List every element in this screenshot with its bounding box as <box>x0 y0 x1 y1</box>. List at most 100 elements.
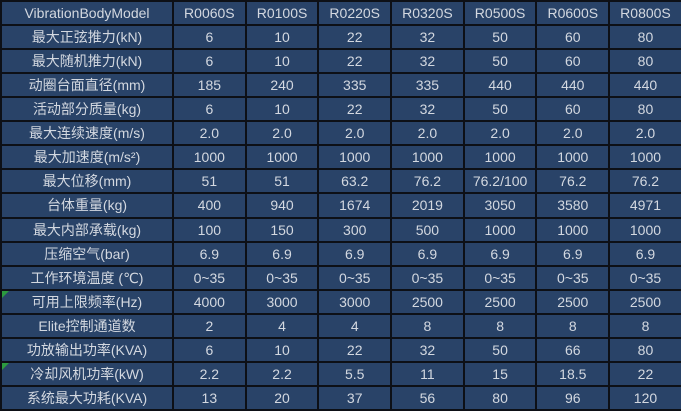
spec-value-cell: 440 <box>462 72 538 99</box>
model-column-header: R0060S <box>172 0 247 26</box>
spec-value-cell: 37 <box>317 384 393 411</box>
spec-value-cell: 2 <box>172 312 247 339</box>
spec-value-cell: 76.2/100 <box>462 168 538 195</box>
table-row: 最大位移(mm) 51 51 63.2 76.2 76.2/100 76.2 76.2 <box>0 168 681 195</box>
table-row: 功放输出功率(KVA) 6 10 22 32 50 66 80 <box>0 336 681 363</box>
spec-value-cell: 2.0 <box>244 120 320 147</box>
comment-flag-icon <box>3 291 9 298</box>
spec-value-cell: 335 <box>390 72 465 99</box>
spec-value-cell: 22 <box>317 23 393 51</box>
table-row: 最大随机推力(kN) 6 10 22 32 50 60 80 <box>0 48 681 75</box>
spec-value-cell: 2.0 <box>462 120 538 147</box>
spec-value-cell: 80 <box>608 48 681 75</box>
spec-value-cell: 96 <box>535 384 611 411</box>
model-column-header: R0100S <box>244 0 320 26</box>
spec-value-cell: 1000 <box>608 144 681 171</box>
spec-value-cell: 32 <box>390 23 465 51</box>
spec-value-cell: 0~35 <box>317 264 393 291</box>
spec-value-cell: 32 <box>390 336 465 363</box>
spec-value-cell: 440 <box>535 72 611 99</box>
model-column-header: R0600S <box>535 0 611 26</box>
model-column-header: R0220S <box>317 0 393 26</box>
table-row: 冷却风机功率(kW) 2.2 2.2 5.5 11 15 18.5 22 <box>0 360 681 387</box>
model-column-header: R0500S <box>462 0 538 26</box>
spec-value-cell: 6 <box>172 23 247 51</box>
spec-value-cell: 2500 <box>535 288 611 315</box>
spec-value-cell: 50 <box>462 48 538 75</box>
spec-value-cell: 1000 <box>462 216 538 243</box>
spec-value-cell: 13 <box>172 384 247 411</box>
row-label: 最大连续速度(m/s) <box>0 120 174 147</box>
row-label: 最大随机推力(kN) <box>0 48 174 75</box>
row-label: 最大正弦推力(kN) <box>0 23 174 51</box>
row-label: 压缩空气(bar) <box>0 240 174 267</box>
spec-value-cell: 11 <box>390 360 465 387</box>
spec-value-cell: 2500 <box>390 288 465 315</box>
spec-value-cell: 63.2 <box>317 168 393 195</box>
spec-value-cell: 56 <box>390 384 465 411</box>
comment-flag-icon <box>3 363 9 370</box>
spec-value-cell: 1000 <box>390 144 465 171</box>
row-label: 最大加速度(m/s²) <box>0 144 174 171</box>
spec-value-cell: 10 <box>244 96 320 123</box>
spec-table-body: 最大正弦推力(kN) 6 10 22 32 50 60 80 最大随机推力(kN) 6 10 22 32… <box>0 23 681 411</box>
row-label: 冷却风机功率(kW) <box>0 360 174 387</box>
spec-value-cell: 6.9 <box>535 240 611 267</box>
row-label: Elite控制通道数 <box>0 312 174 339</box>
spec-value-cell: 185 <box>172 72 247 99</box>
spec-value-cell: 4 <box>244 312 320 339</box>
spec-value-cell: 1000 <box>317 144 393 171</box>
spec-value-cell: 2.0 <box>317 120 393 147</box>
spec-value-cell: 1000 <box>535 216 611 243</box>
spec-value-cell: 4000 <box>172 288 247 315</box>
spec-value-cell: 4 <box>317 312 393 339</box>
spec-value-cell: 1674 <box>317 192 393 219</box>
spec-value-cell: 6 <box>172 48 247 75</box>
spec-value-cell: 22 <box>608 360 681 387</box>
spec-value-cell: 5.5 <box>317 360 393 387</box>
spec-value-cell: 2.0 <box>535 120 611 147</box>
spec-value-cell: 60 <box>535 48 611 75</box>
spec-value-cell: 2.0 <box>390 120 465 147</box>
row-label: 台体重量(kg) <box>0 192 174 219</box>
spec-value-cell: 6 <box>172 96 247 123</box>
spec-value-cell: 8 <box>462 312 538 339</box>
spec-value-cell: 2.2 <box>244 360 320 387</box>
spec-value-cell: 18.5 <box>535 360 611 387</box>
row-label: 活动部分质量(kg) <box>0 96 174 123</box>
spec-value-cell: 80 <box>608 336 681 363</box>
spec-value-cell: 8 <box>390 312 465 339</box>
spec-value-cell: 80 <box>462 384 538 411</box>
spec-value-cell: 2019 <box>390 192 465 219</box>
spec-value-cell: 240 <box>244 72 320 99</box>
spec-value-cell: 32 <box>390 96 465 123</box>
spec-value-cell: 3000 <box>317 288 393 315</box>
model-column-header: R0800S <box>608 0 681 26</box>
row-label: 功放输出功率(KVA) <box>0 336 174 363</box>
spec-value-cell: 1000 <box>462 144 538 171</box>
spec-value-cell: 300 <box>317 216 393 243</box>
spec-value-cell: 0~35 <box>608 264 681 291</box>
spec-value-cell: 1000 <box>608 216 681 243</box>
table-row: 动圈台面直径(mm) 185 240 335 335 440 440 440 <box>0 72 681 99</box>
table-row: 最大加速度(m/s²) 1000 1000 1000 1000 1000 1000 1000 <box>0 144 681 171</box>
spec-value-cell: 100 <box>172 216 247 243</box>
spec-value-cell: 50 <box>462 96 538 123</box>
spec-value-cell: 335 <box>317 72 393 99</box>
spec-value-cell: 6.9 <box>462 240 538 267</box>
spec-value-cell: 8 <box>608 312 681 339</box>
spec-value-cell: 6.9 <box>172 240 247 267</box>
spec-value-cell: 6.9 <box>608 240 681 267</box>
spec-value-cell: 940 <box>244 192 320 219</box>
spec-value-cell: 10 <box>244 48 320 75</box>
spec-value-cell: 3000 <box>244 288 320 315</box>
spec-value-cell: 2.2 <box>172 360 247 387</box>
table-row: 系统最大功耗(KVA) 13 20 37 56 80 96 120 <box>0 384 681 411</box>
spec-value-cell: 3050 <box>462 192 538 219</box>
row-label: 最大位移(mm) <box>0 168 174 195</box>
spec-table-head-row: VibrationBodyModel R0060S R0100S R0220S R032… <box>0 0 681 26</box>
spec-value-cell: 1000 <box>535 144 611 171</box>
spec-value-cell: 1000 <box>244 144 320 171</box>
